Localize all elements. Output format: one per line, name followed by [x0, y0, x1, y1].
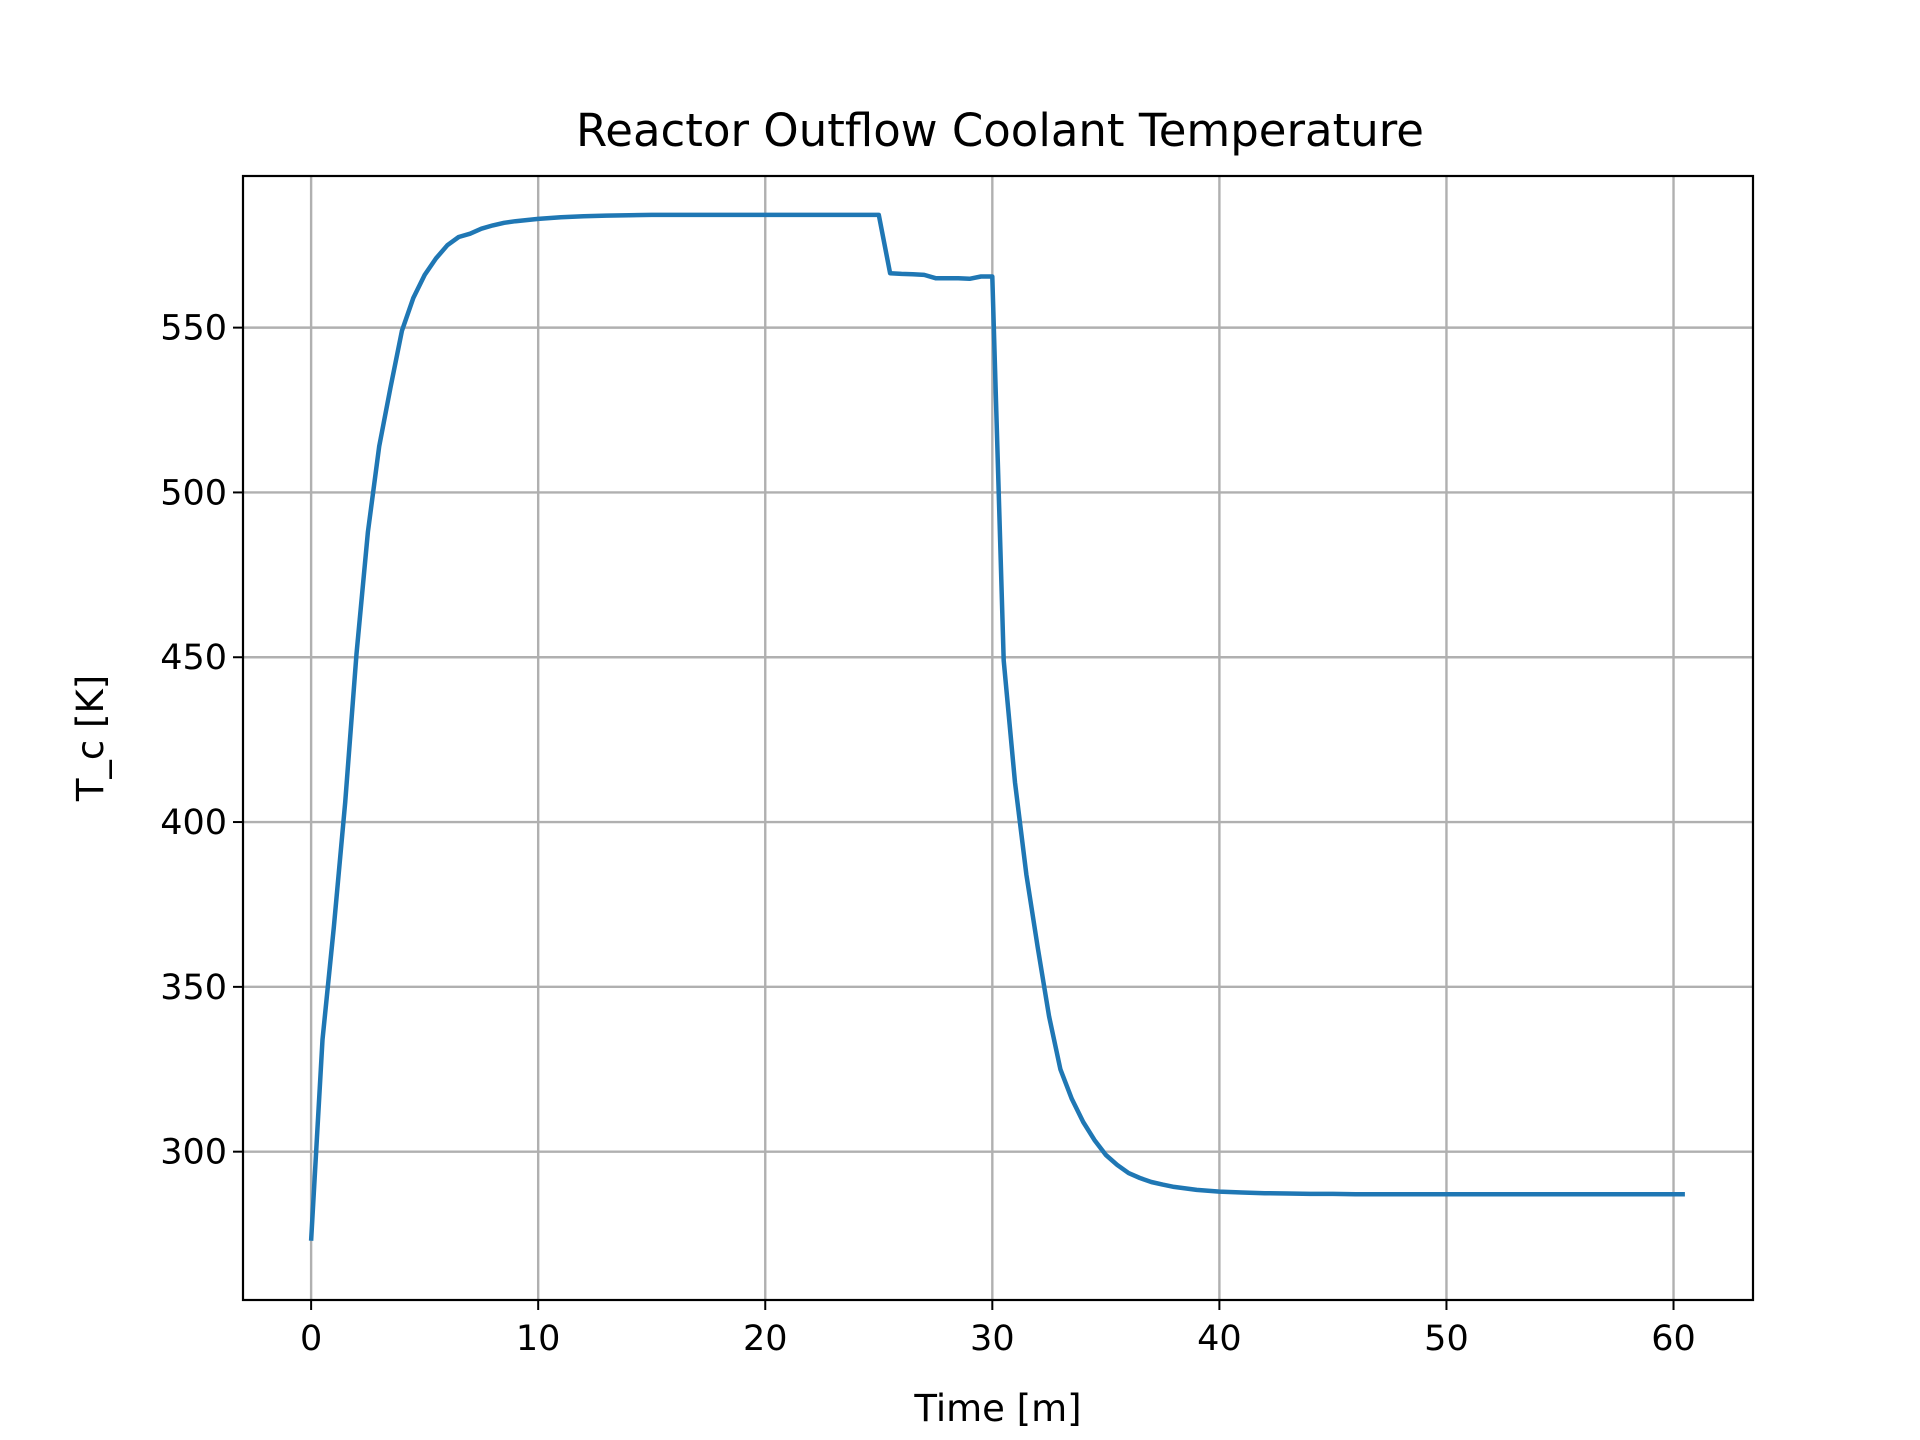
x-tick-label: 50 — [1424, 1319, 1469, 1359]
y-tick-label: 450 — [160, 638, 227, 678]
y-tick-label: 500 — [160, 473, 227, 513]
series-group — [308, 212, 1685, 1241]
y-tick-label: 550 — [160, 309, 227, 349]
chart-title: Reactor Outflow Coolant Temperature — [576, 104, 1424, 157]
x-tick-label: 0 — [300, 1319, 322, 1359]
x-tick-label: 60 — [1651, 1319, 1696, 1359]
y-tick-label: 400 — [160, 803, 227, 843]
y-axis: 300 350 400 450 500 550 — [160, 309, 243, 1173]
x-axis: 0 10 20 30 40 50 60 — [300, 1300, 1696, 1359]
plot-frame — [241, 174, 1755, 1302]
grid — [243, 176, 1753, 1300]
x-tick-label: 10 — [516, 1319, 561, 1359]
series-line — [308, 212, 1685, 1241]
x-tick-label: 40 — [1197, 1319, 1242, 1359]
x-tick-label: 20 — [743, 1319, 788, 1359]
y-tick-label: 300 — [160, 1133, 227, 1173]
y-axis-label: T_c [K] — [69, 675, 112, 802]
x-tick-label: 30 — [970, 1319, 1015, 1359]
y-tick-label: 350 — [160, 968, 227, 1008]
x-axis-label: Time [m] — [913, 1387, 1081, 1430]
